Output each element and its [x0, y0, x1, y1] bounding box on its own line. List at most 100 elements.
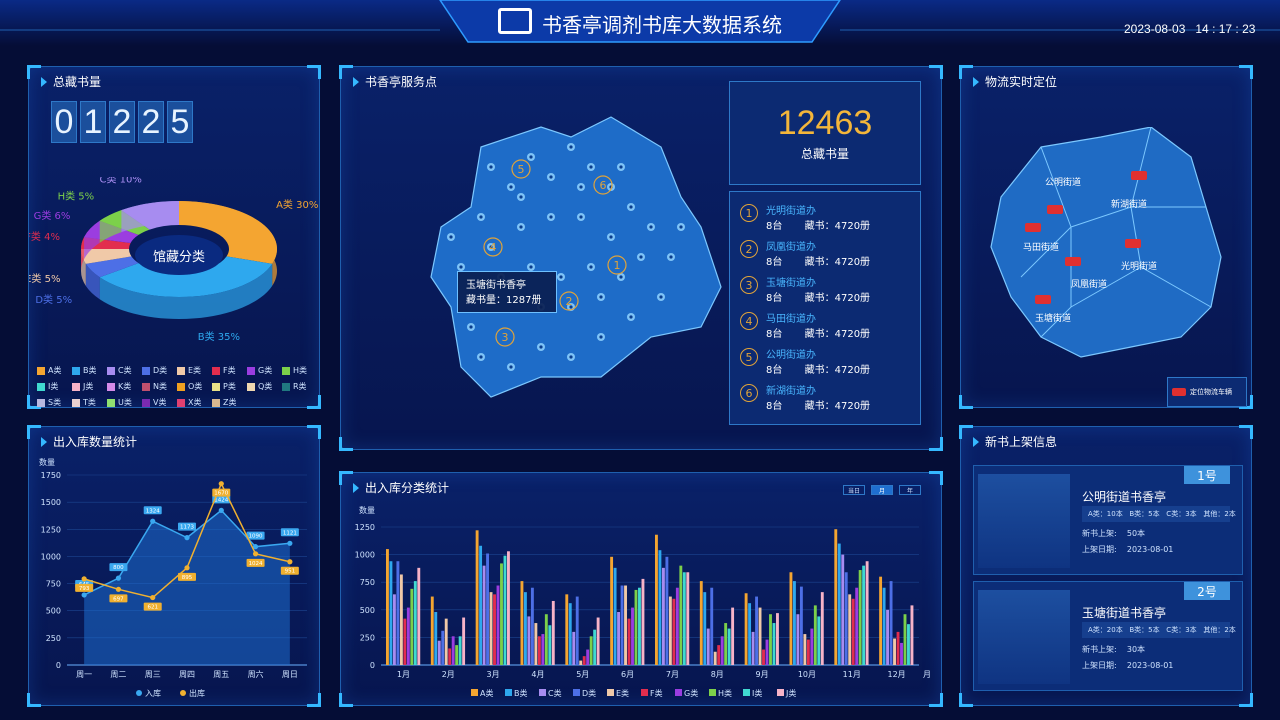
bar [776, 613, 779, 665]
legend-swatch [641, 689, 648, 696]
legend-label: V类 [153, 398, 167, 407]
legend-item[interactable]: K类 [107, 381, 142, 392]
bar [624, 585, 627, 665]
bar [475, 530, 479, 665]
truck-icon[interactable] [1025, 223, 1041, 232]
pie-center-label: 馆藏分类 [153, 250, 205, 265]
legend-label: S类 [48, 398, 62, 407]
panel-title: 新书上架信息 [985, 435, 1058, 449]
legend-swatch [107, 366, 115, 375]
data-label-bg [75, 583, 94, 592]
category-pie-chart: A类 30% B类 35% D类 5% E类 5% F类 4% G类 6% H类 5% C类 … [29, 177, 318, 343]
site-item[interactable]: 3 玉塘街道办 8台 藏书：4720册 [740, 274, 910, 310]
app-title: 书香亭调剂书库大数据系统 [542, 13, 782, 37]
map-marker [511, 159, 531, 179]
pie-slice [179, 201, 277, 264]
data-label-bg [178, 522, 196, 531]
legend-item[interactable]: T类 [72, 397, 107, 408]
legend-item[interactable]: Z类 [212, 397, 247, 408]
map-tooltip: 玉塘街书香亭 藏书量：1287册 [457, 271, 557, 313]
pie-slice [85, 256, 139, 278]
legend-label: J类 [83, 382, 94, 391]
legend-item[interactable]: H类 [282, 365, 317, 376]
map-marker-label: 4 [490, 241, 497, 254]
legend-label: 出库 [189, 688, 205, 698]
map-point-core [589, 265, 593, 269]
shelved-count: 30本 [1126, 645, 1146, 654]
truck-icon[interactable] [1035, 295, 1051, 304]
legend-item[interactable]: D类 [142, 365, 177, 376]
new-book-card[interactable]: 1号 公明街道书香亭 A类：10本 B类：5本 C类：3本 其他：2本 新书上架… [973, 465, 1243, 575]
panel-new-books: 新书上架信息 1号 公明街道书香亭 A类：10本 B类：5本 C类：3本 其他：… [959, 425, 1253, 707]
legend-item[interactable]: X类 [177, 397, 212, 408]
truck-icon[interactable] [1047, 205, 1063, 214]
legend-item[interactable]: U类 [107, 397, 142, 408]
tab-month[interactable]: 月 [871, 485, 893, 495]
map-point-core [509, 365, 513, 369]
map-point-core [519, 225, 523, 229]
truck-icon[interactable] [1065, 257, 1081, 266]
legend-item[interactable]: I类 [37, 381, 72, 392]
site-item[interactable]: 6 新湖街道办 8台 藏书：4720册 [740, 382, 910, 418]
site-item[interactable]: 2 凤凰街道办 8台 藏书：4720册 [740, 238, 910, 274]
map-point-core [449, 235, 453, 239]
tab-year[interactable]: 年 [899, 485, 921, 495]
truck-icon[interactable] [1125, 239, 1141, 248]
map-point-core [619, 165, 623, 169]
tab-day[interactable]: 当日 [843, 485, 865, 495]
legend-label: 定位物流车辆 [1190, 388, 1232, 396]
new-book-card[interactable]: 2号 玉塘街道书香亭 A类：20本 B类：5本 C类：3本 其他：2本 新书上架… [973, 581, 1243, 691]
x-tick-label: 2月 [442, 670, 455, 679]
truck-icon [1172, 388, 1186, 396]
site-item[interactable]: 4 马田街道办 8台 藏书：4720册 [740, 310, 910, 346]
legend-item[interactable]: J类 [72, 381, 107, 392]
bar [882, 587, 886, 665]
legend-item[interactable]: Q类 [247, 381, 282, 392]
legend-item[interactable]: A类 [37, 365, 72, 376]
total-label: 总藏书量 [800, 147, 849, 161]
data-label-bg [178, 572, 196, 581]
legend-swatch [72, 398, 80, 407]
legend-label: K类 [118, 382, 132, 391]
bar [727, 628, 731, 665]
truck-icon[interactable] [1131, 171, 1147, 180]
kiosk-stats: A类：10本 B类：5本 C类：3本 其他：2本 [1082, 506, 1236, 522]
y-tick-label: 0 [370, 661, 375, 670]
x-tick-label: 10月 [798, 670, 816, 679]
district-label: 马田街道 [1023, 243, 1060, 253]
legend-item[interactable]: V类 [142, 397, 177, 408]
bar [434, 612, 438, 665]
legend-item[interactable]: S类 [37, 397, 72, 408]
legend-item[interactable]: R类 [282, 381, 317, 392]
legend-item[interactable]: O类 [177, 381, 212, 392]
legend-item[interactable]: N类 [142, 381, 177, 392]
legend-swatch [142, 398, 150, 407]
data-point [287, 559, 293, 565]
bar [437, 640, 441, 665]
bar [596, 617, 600, 665]
y-tick-label: 1000 [355, 551, 375, 560]
bar [386, 549, 389, 665]
map-point-core [639, 255, 643, 259]
site-item[interactable]: 1 光明街道办 8台 藏书：4720册 [740, 202, 910, 238]
legend-item[interactable]: B类 [72, 365, 107, 376]
legend-item[interactable]: P类 [212, 381, 247, 392]
shelved-label: 新书上架: [1082, 645, 1117, 654]
legend-item[interactable]: F类 [212, 365, 247, 376]
x-axis-unit: 月 [923, 670, 931, 679]
bar [907, 624, 910, 665]
panel-title: 出入库分类统计 [365, 481, 450, 495]
pie-slice-side [99, 263, 273, 319]
title-marker-icon [353, 482, 359, 493]
map-point-core [479, 215, 483, 219]
legend-item[interactable]: C类 [107, 365, 142, 376]
legend-swatch [709, 689, 716, 696]
pie-slice [99, 256, 273, 297]
legend-swatch [471, 689, 478, 696]
bar [661, 567, 665, 665]
legend-swatch [743, 689, 750, 696]
site-item[interactable]: 5 公明街道办 8台 藏书：4720册 [740, 346, 910, 382]
legend-item[interactable]: G类 [247, 365, 282, 376]
legend-item[interactable]: E类 [177, 365, 212, 376]
data-label-bg [212, 488, 231, 497]
